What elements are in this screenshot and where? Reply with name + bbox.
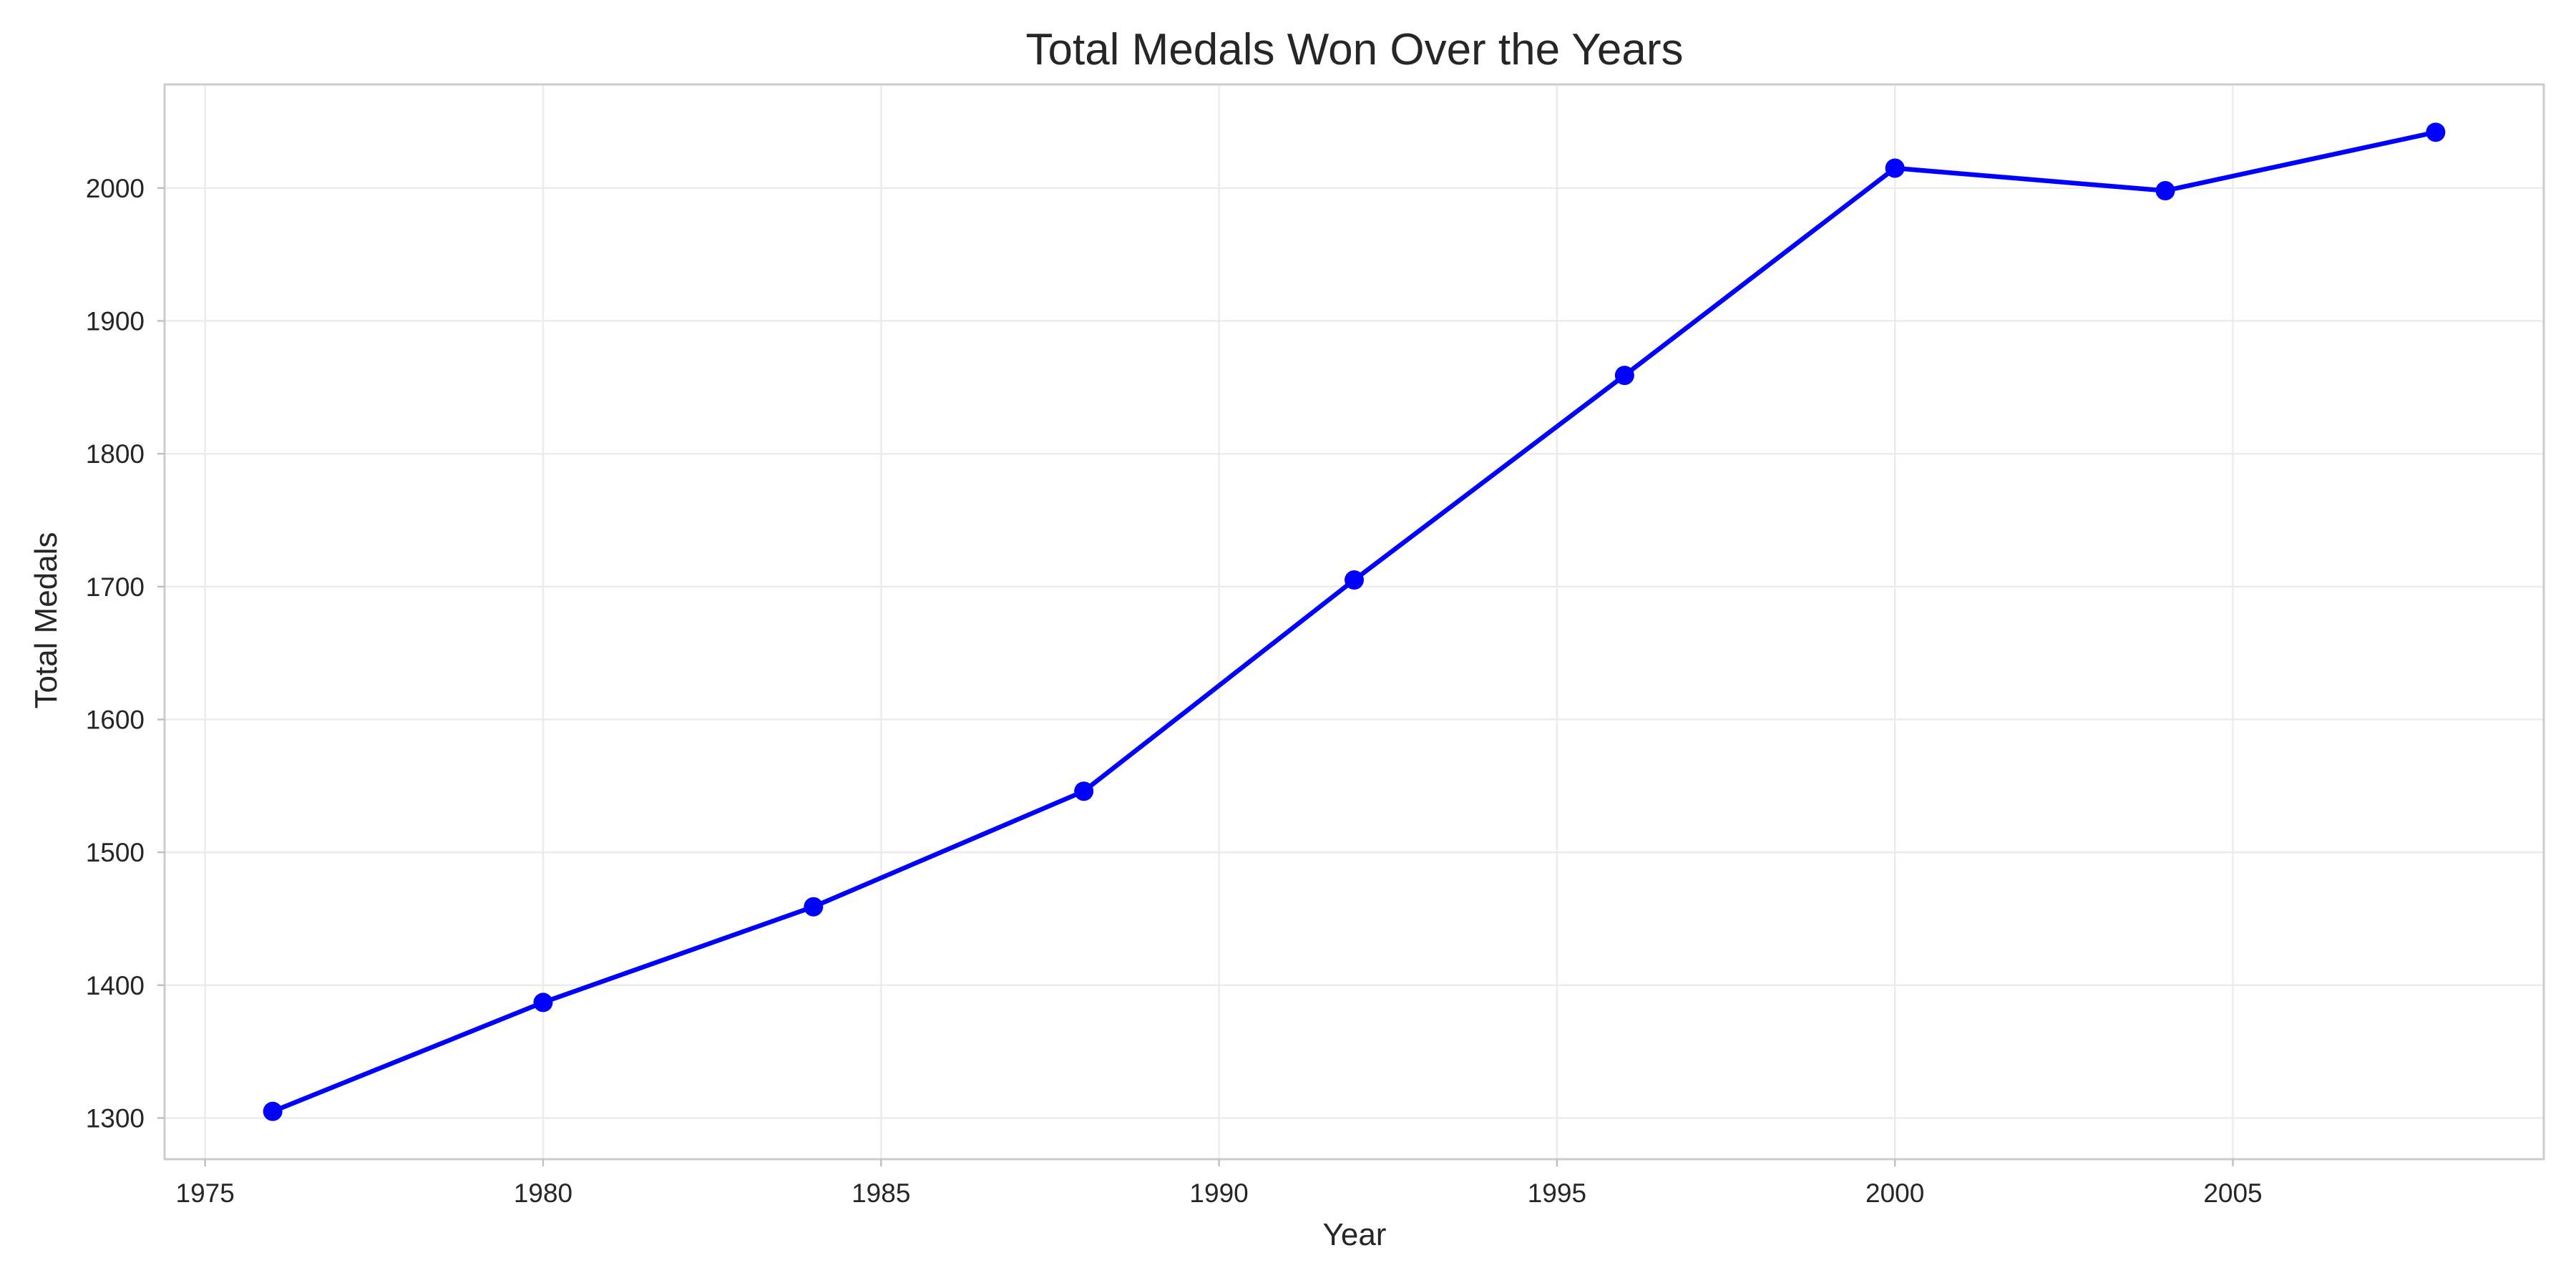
data-point xyxy=(1614,366,1634,386)
y-tick-label: 1700 xyxy=(86,572,145,602)
y-tick-label: 2000 xyxy=(86,174,145,203)
y-tick-label: 1600 xyxy=(86,705,145,734)
chart-title: Total Medals Won Over the Years xyxy=(1025,25,1683,74)
plot-frame xyxy=(163,83,2545,1161)
x-tick-label: 1980 xyxy=(514,1179,572,1208)
y-tick-label: 1500 xyxy=(86,838,145,867)
x-axis-label: Year xyxy=(1323,1217,1387,1252)
data-point xyxy=(2155,181,2175,201)
data-point xyxy=(263,1101,283,1121)
grid xyxy=(165,84,2544,1159)
x-tick-label: 1975 xyxy=(176,1179,235,1208)
data-point xyxy=(1885,158,1905,178)
y-tick-label: 1800 xyxy=(86,439,145,469)
series xyxy=(263,122,2446,1121)
y-tick-label: 1300 xyxy=(86,1103,145,1133)
x-tick-label: 1995 xyxy=(1528,1179,1586,1208)
data-point xyxy=(804,897,824,917)
data-point xyxy=(1074,781,1094,801)
x-tick-label: 1985 xyxy=(852,1179,910,1208)
data-point xyxy=(1345,570,1364,590)
x-tick-label: 2005 xyxy=(2203,1179,2262,1208)
y-axis-label: Total Medals xyxy=(29,532,64,708)
x-tick-label: 1990 xyxy=(1189,1179,1248,1208)
data-point xyxy=(533,992,553,1013)
y-tick-label: 1400 xyxy=(86,971,145,1000)
axis-ticks: 1975 1980 1985 1990 1995 2000 2005 1300 1400 1500… xyxy=(86,174,2263,1208)
data-point xyxy=(2426,122,2446,142)
x-tick-label: 2000 xyxy=(1865,1179,1924,1208)
y-tick-label: 1900 xyxy=(86,306,145,336)
